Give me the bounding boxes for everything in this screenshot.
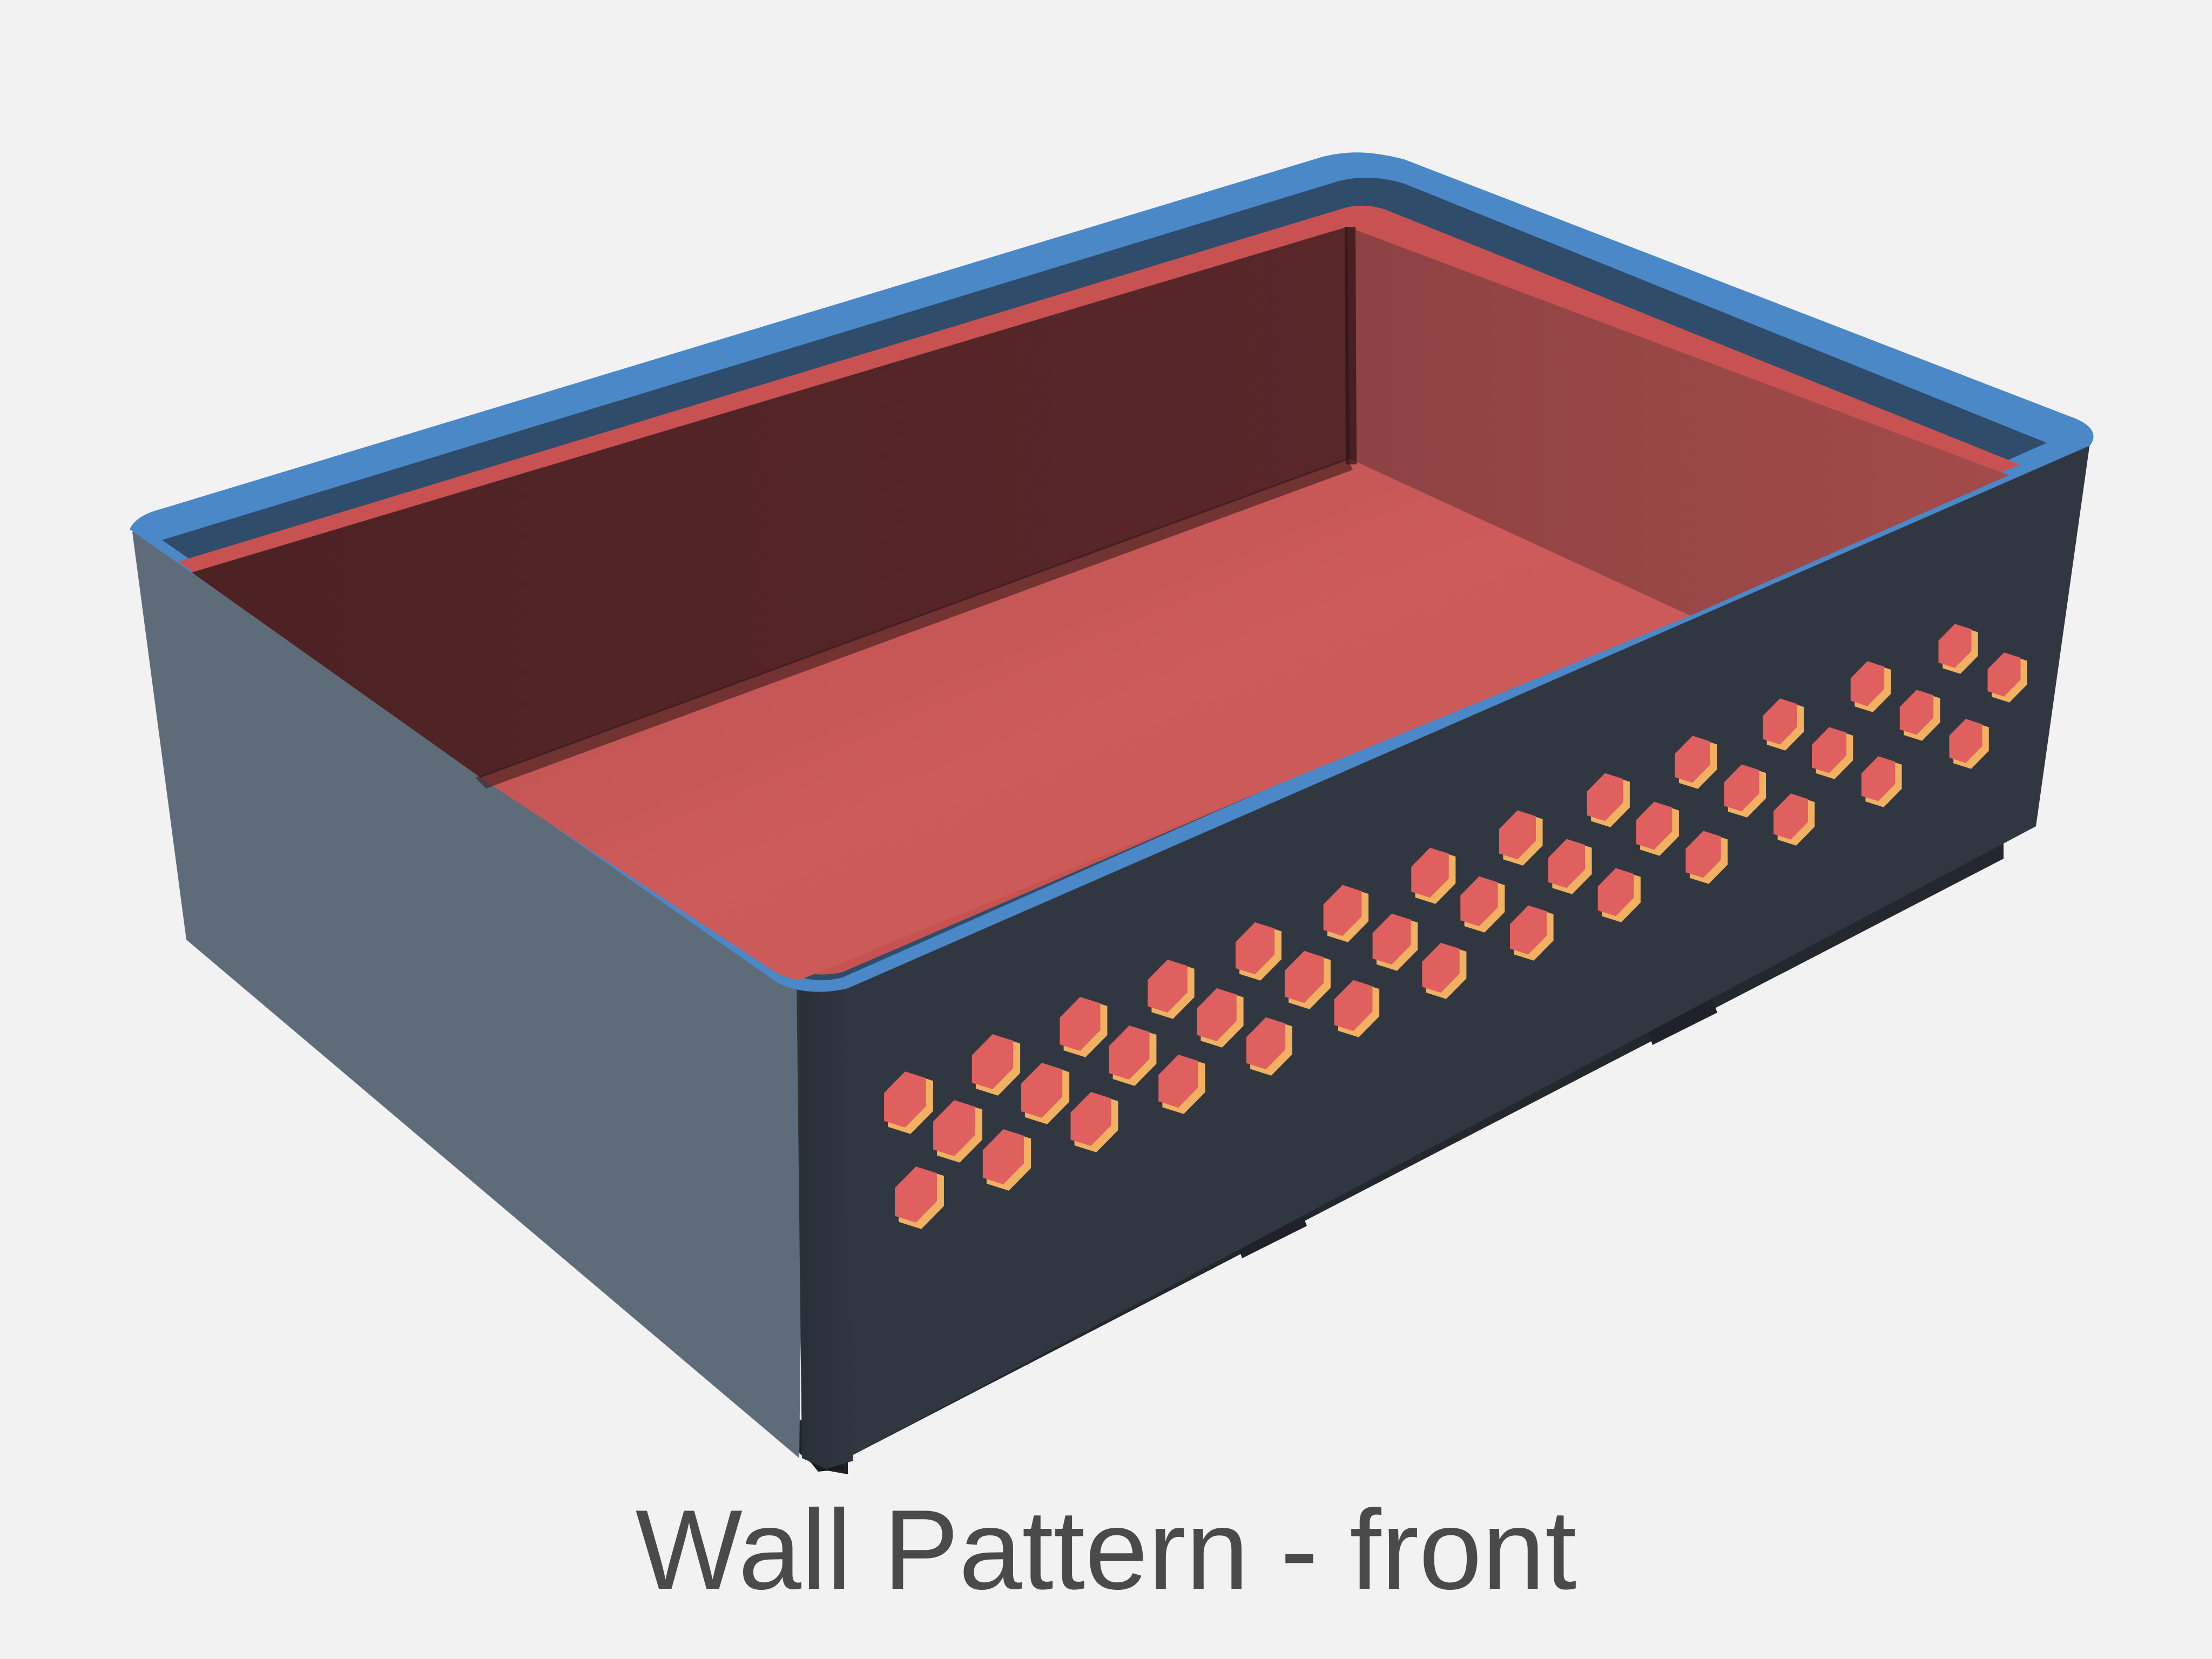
hex-hole	[1460, 876, 1498, 927]
hex-hole	[1548, 839, 1585, 888]
hex-hole	[1636, 801, 1673, 850]
hex-hole	[1597, 868, 1634, 916]
hexagon-wall-pattern	[884, 624, 2027, 1229]
interior-floor	[481, 459, 1690, 980]
hex-hole	[884, 1071, 926, 1128]
hex-hole	[1060, 997, 1101, 1051]
hex-hole	[1021, 1063, 1063, 1118]
hex-hole	[1773, 793, 1808, 840]
hex-hole	[1323, 885, 1362, 936]
hex-hole	[1246, 1017, 1286, 1070]
hex-hole	[1422, 942, 1460, 993]
hex-hole	[982, 1129, 1024, 1184]
hex-hole	[933, 1100, 975, 1156]
hex-hole	[1109, 1026, 1150, 1080]
hex-hole	[1724, 764, 1759, 812]
hex-hole	[1334, 980, 1373, 1031]
hex-hole	[1284, 950, 1324, 1003]
interior-floor-edge	[475, 458, 1353, 788]
hex-hole	[1070, 1092, 1111, 1146]
caption: Wall Pattern - front	[635, 1486, 1577, 1613]
hex-hole	[1812, 727, 1846, 773]
hex-hole	[1861, 756, 1896, 801]
interior-right-wall	[1347, 227, 2009, 616]
interior-corner-edge	[1345, 227, 1357, 464]
hex-hole	[1938, 624, 1972, 668]
hex-hole	[1685, 831, 1721, 878]
left-side-wall	[132, 524, 805, 1458]
hex-hole	[1987, 652, 2021, 697]
hex-hole	[1949, 719, 1982, 763]
hex-hole	[1148, 959, 1188, 1013]
hex-hole	[1158, 1054, 1198, 1108]
hex-hole	[972, 1034, 1014, 1089]
hex-hole	[1372, 913, 1411, 965]
hex-hole	[1899, 690, 1934, 735]
hex-hole	[1850, 661, 1885, 706]
hex-hole	[1510, 905, 1547, 955]
hex-hole	[1411, 847, 1449, 898]
hex-hole	[1763, 698, 1797, 745]
interior-back-wall	[192, 227, 1350, 778]
hex-hole	[1499, 810, 1536, 860]
hex-hole	[1675, 736, 1710, 783]
hex-hole	[895, 1166, 937, 1223]
hex-hole	[1235, 922, 1275, 975]
front-corner	[761, 972, 853, 1469]
hex-hole	[1587, 773, 1623, 821]
hex-hole	[1197, 988, 1237, 1042]
